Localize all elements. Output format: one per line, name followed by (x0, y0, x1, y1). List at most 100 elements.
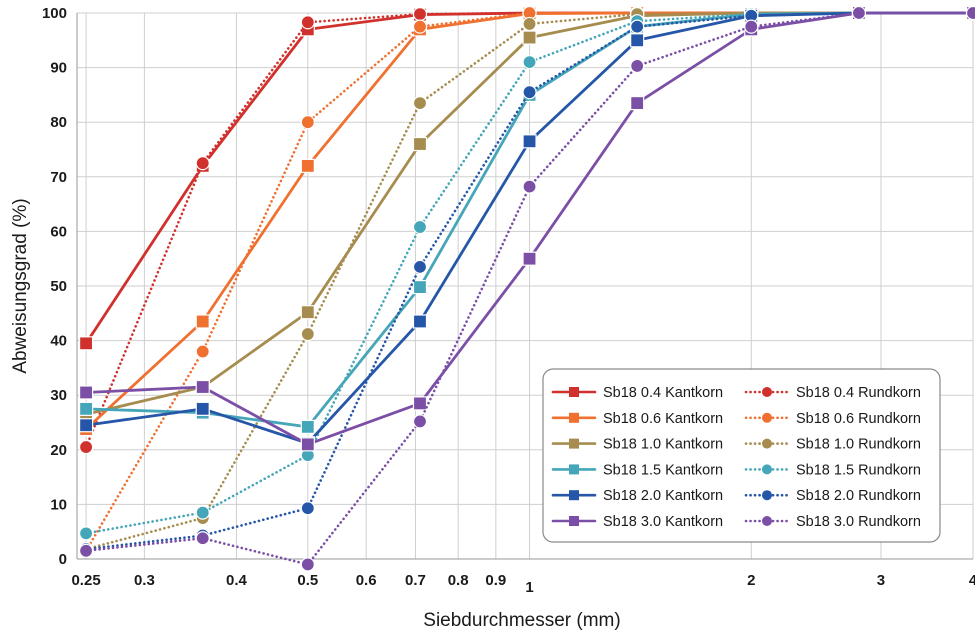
data-point (630, 19, 645, 34)
data-point (300, 305, 315, 320)
legend-label: Sb18 0.6 Kantkorn (603, 411, 723, 427)
data-point (412, 414, 428, 429)
data-point (195, 505, 210, 520)
x-tick-label: 0.3 (134, 572, 155, 589)
x-tick-label: 0.8 (448, 572, 469, 589)
legend-item[interactable]: Sb18 2.0 Kantkorn (551, 488, 723, 504)
legend-item[interactable]: Sb18 0.4 Rundkorn (744, 385, 921, 401)
data-point (630, 95, 645, 111)
legend-marker (762, 387, 772, 397)
y-tick-label: 50 (50, 278, 67, 295)
legend-item[interactable]: Sb18 0.4 Kantkorn (551, 385, 723, 401)
data-point (522, 251, 537, 266)
data-point (522, 179, 537, 194)
data-point (300, 557, 315, 572)
y-axis-title: Abweisungsgrad (%) (10, 198, 31, 373)
legend-item[interactable]: Sb18 1.0 Kantkorn (551, 437, 723, 453)
x-tick-label: 0.9 (485, 572, 506, 589)
legend-item[interactable]: Sb18 1.5 Rundkorn (744, 462, 921, 478)
legend-label: Sb18 2.0 Rundkorn (796, 488, 921, 504)
data-point (195, 531, 210, 546)
legend-marker (762, 516, 772, 526)
x-tick-label: 1 (525, 579, 533, 596)
x-tick-label: 0.25 (71, 572, 100, 589)
legend-item[interactable]: Sb18 3.0 Kantkorn (551, 514, 723, 530)
legend[interactable]: Sb18 0.4 Kantkorn Sb18 0.4 Rundkorn Sb18 0… (542, 368, 941, 543)
data-point (630, 33, 645, 48)
y-tick-label: 10 (50, 496, 67, 513)
legend-label: Sb18 3.0 Rundkorn (796, 514, 921, 530)
data-point (195, 401, 210, 416)
data-point (522, 16, 537, 32)
data-point (195, 344, 210, 359)
data-point (300, 326, 315, 342)
data-point (744, 19, 759, 34)
data-point (195, 314, 210, 329)
y-tick-label: 20 (50, 442, 67, 459)
legend-label: Sb18 1.5 Kantkorn (603, 462, 723, 478)
legend-marker (762, 464, 772, 475)
data-point (300, 437, 315, 452)
x-tick-label: 0.5 (297, 572, 318, 589)
y-tick-label: 80 (50, 114, 67, 131)
legend-item[interactable]: Sb18 3.0 Rundkorn (744, 514, 921, 530)
data-point (522, 30, 537, 45)
data-point (300, 419, 315, 434)
data-point (412, 279, 428, 295)
legend-label: Sb18 1.5 Rundkorn (796, 462, 921, 478)
data-point (195, 156, 210, 171)
legend-item[interactable]: Sb18 2.0 Rundkorn (744, 488, 921, 504)
legend-item[interactable]: Sb18 1.5 Kantkorn (551, 462, 723, 478)
x-axis-title: Siebdurchmesser (mm) (423, 610, 620, 631)
legend-marker (569, 438, 579, 449)
y-tick-label: 0 (59, 551, 67, 568)
data-point (522, 134, 537, 149)
legend-label: Sb18 2.0 Kantkorn (603, 488, 723, 504)
data-point (300, 158, 315, 173)
data-point (78, 418, 94, 433)
data-point (630, 58, 645, 74)
data-point (78, 385, 94, 400)
x-tick-label: 0.4 (226, 572, 248, 589)
legend-marker (762, 438, 772, 449)
data-point (78, 439, 94, 455)
y-tick-label: 40 (50, 333, 67, 350)
data-point (412, 259, 428, 274)
legend-marker (762, 412, 772, 423)
series-sb18-3-0-rundkorn (78, 5, 975, 572)
axes (76, 13, 973, 560)
legend-label: Sb18 1.0 Rundkorn (796, 437, 921, 453)
legend-marker (569, 412, 579, 423)
series-group (78, 5, 975, 572)
legend-box (542, 368, 941, 543)
x-tick-label: 4 (969, 572, 975, 589)
data-point (300, 15, 315, 30)
data-point (78, 526, 94, 541)
data-point (300, 115, 315, 130)
data-point (300, 501, 315, 516)
legend-marker (569, 387, 579, 397)
x-tick-label: 2 (747, 572, 755, 589)
legend-marker (569, 490, 579, 501)
legend-marker (762, 490, 772, 501)
y-tick-label: 70 (50, 169, 67, 186)
data-point (195, 379, 210, 395)
legend-marker (569, 464, 579, 475)
data-point (412, 95, 428, 111)
data-point (78, 336, 94, 351)
legend-item[interactable]: Sb18 0.6 Kantkorn (551, 411, 723, 427)
data-point (412, 314, 428, 329)
series-line (84, 11, 975, 535)
data-point (412, 136, 428, 152)
legend-label: Sb18 1.0 Kantkorn (603, 437, 723, 453)
y-tick-label: 100 (42, 5, 67, 22)
legend-item[interactable]: Sb18 0.6 Rundkorn (744, 411, 921, 427)
legend-item[interactable]: Sb18 1.0 Rundkorn (744, 437, 921, 453)
x-tick-label: 3 (877, 572, 885, 589)
data-point (412, 6, 428, 22)
legend-label: Sb18 0.6 Rundkorn (796, 411, 921, 427)
legend-label: Sb18 0.4 Rundkorn (796, 385, 921, 401)
x-tick-label: 0.7 (405, 572, 426, 589)
legend-label: Sb18 0.4 Kantkorn (603, 385, 723, 401)
